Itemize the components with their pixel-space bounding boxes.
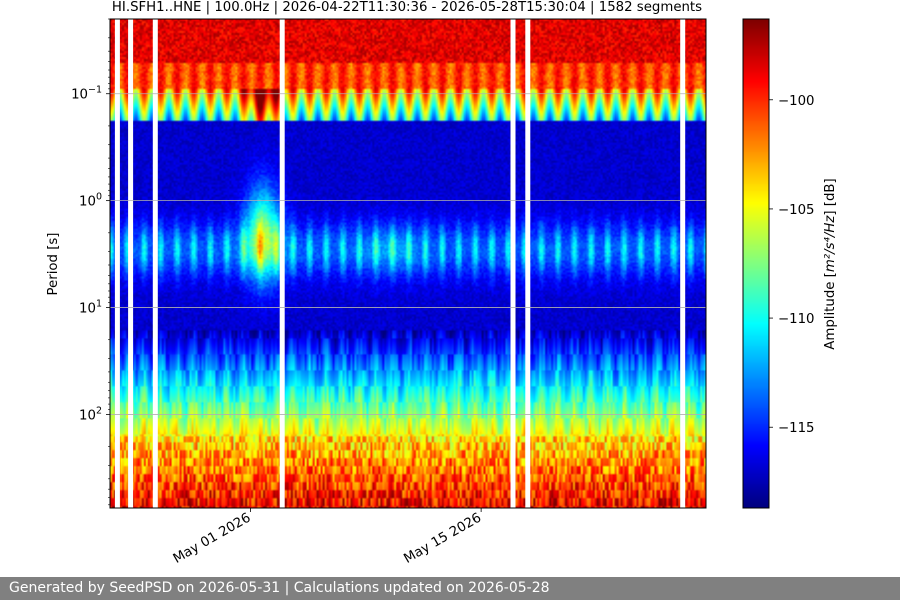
- y-tick-label-2: 101: [79, 299, 102, 317]
- colorbar-tick-label-3: −115: [778, 421, 815, 436]
- footer-bar: Generated by SeedPSD on 2026-05-31 | Cal…: [0, 577, 900, 600]
- data-gap-0: [114, 19, 120, 508]
- data-gaps: [114, 19, 686, 508]
- colorbar-label: Amplitude [m²/s⁴/Hz] [dB]: [823, 178, 838, 349]
- data-gap-1: [128, 19, 134, 508]
- colorbar-label-units: m²/s⁴/Hz: [823, 215, 838, 272]
- colorbar-tick-label-1: −105: [778, 203, 815, 218]
- plot-frame: [109, 18, 707, 509]
- y-tick-label-1: 100: [79, 192, 102, 210]
- plot-area: [109, 18, 707, 509]
- colorbar-gradient: [743, 19, 769, 508]
- colorbar-tick-label-2: −110: [778, 312, 815, 327]
- y-grid: [110, 93, 706, 415]
- colorbar-label-main: Amplitude [: [823, 272, 838, 350]
- x-tick-label-1: May 15 2026: [402, 510, 485, 566]
- spectrogram-figure: HI.SFH1..HNE | 100.0Hz | 2026-04-22T11:3…: [46, 0, 838, 567]
- data-gap-2: [152, 19, 158, 508]
- data-gap-6: [680, 19, 686, 508]
- data-gap-4: [510, 19, 516, 508]
- spectrogram-heatmap: [110, 19, 706, 508]
- colorbar-label-end: ] [dB]: [823, 178, 838, 215]
- x-axis: May 01 2026 May 15 2026: [171, 508, 484, 567]
- y-tick-label-0: 10−1: [71, 85, 102, 103]
- data-gap-5: [525, 19, 531, 508]
- colorbar-ticks: −100 −105 −110 −115: [769, 94, 815, 436]
- colorbar-tick-label-0: −100: [778, 94, 815, 109]
- y-axis-label: Period [s]: [46, 233, 61, 296]
- chart-title: HI.SFH1..HNE | 100.0Hz | 2026-04-22T11:3…: [112, 0, 702, 15]
- colorbar-frame: [742, 18, 770, 509]
- x-tick-label-0: May 01 2026: [171, 510, 254, 566]
- y-axis: 10−1 100 101 102: [71, 18, 110, 506]
- data-gap-3: [279, 19, 285, 508]
- y-tick-label-3: 102: [79, 405, 102, 423]
- colorbar: −100 −105 −110 −115 Amplitude [m²/s⁴/Hz] [d…: [742, 18, 838, 509]
- footer-text: Generated by SeedPSD on 2026-05-31 | Cal…: [9, 580, 550, 596]
